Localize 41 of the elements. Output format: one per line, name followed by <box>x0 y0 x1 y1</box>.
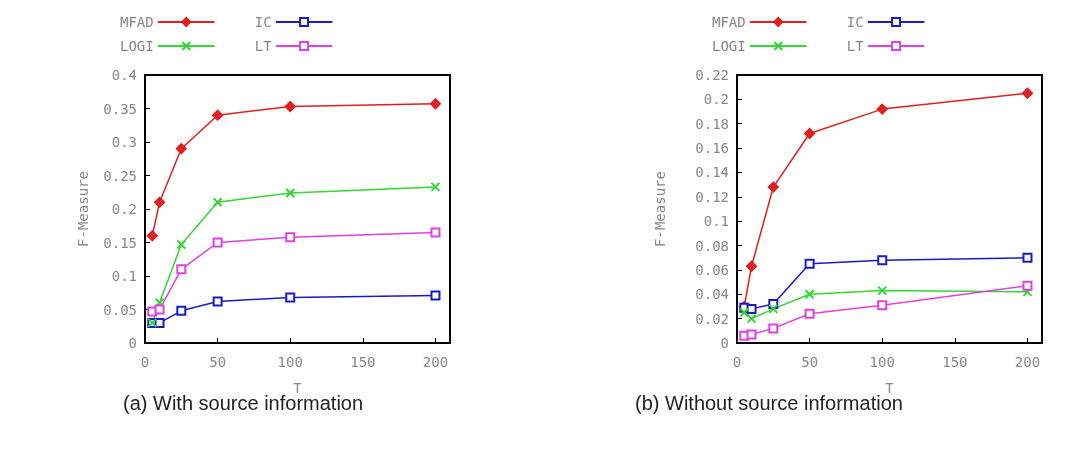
y-tick-label: 0.2 <box>703 91 729 108</box>
y-tick-label: 0.1 <box>703 213 729 230</box>
y-tick-label: 0.22 <box>695 67 729 83</box>
y-tick-label: 0.04 <box>695 286 729 303</box>
y-tick-label: 0.2 <box>111 201 137 217</box>
y-tick-label: 0.12 <box>695 188 729 205</box>
legend-label: LT <box>846 38 865 54</box>
y-tick-label: 0.18 <box>695 115 729 132</box>
y-axis-title: F-Measure <box>652 171 668 247</box>
x-tick-label: 100 <box>277 354 303 370</box>
legend-label: MFAD <box>712 14 746 30</box>
x-tick-label: 150 <box>350 354 376 370</box>
y-tick-label: 0.02 <box>695 310 729 327</box>
x-tick-label: 0 <box>732 354 742 370</box>
y-tick-label: 0 <box>720 335 729 351</box>
y-tick-label: 0.1 <box>111 268 137 284</box>
y-tick-label: 0.25 <box>103 167 137 184</box>
x-tick-label: 200 <box>1014 354 1041 370</box>
legend-label: IC <box>254 14 272 30</box>
x-tick-label: 200 <box>422 354 449 370</box>
y-tick-label: 0.16 <box>695 140 729 157</box>
y-tick-label: 0 <box>128 335 137 351</box>
x-tick-label: 150 <box>942 354 968 370</box>
legend-label: MFAD <box>120 14 154 30</box>
x-tick-label: 50 <box>801 354 819 370</box>
legend-label: LOGI <box>120 38 154 54</box>
y-tick-label: 0.3 <box>111 134 137 150</box>
legend-label: LOGI <box>712 38 746 54</box>
y-tick-label: 0.05 <box>103 301 137 318</box>
x-tick-label: 50 <box>209 354 227 370</box>
legend-label: IC <box>846 14 864 30</box>
x-tick-label: 0 <box>140 354 150 370</box>
y-tick-label: 0.14 <box>695 164 729 181</box>
y-tick-label: 0.4 <box>111 67 137 83</box>
y-tick-label: 0.08 <box>695 237 729 254</box>
y-tick-label: 0.15 <box>103 234 137 251</box>
y-tick-label: 0.35 <box>103 100 137 117</box>
x-tick-label: 100 <box>869 354 895 370</box>
legend-label: LT <box>254 38 273 54</box>
y-tick-label: 0.06 <box>695 261 729 278</box>
y-axis-title: F-Measure <box>75 171 91 247</box>
